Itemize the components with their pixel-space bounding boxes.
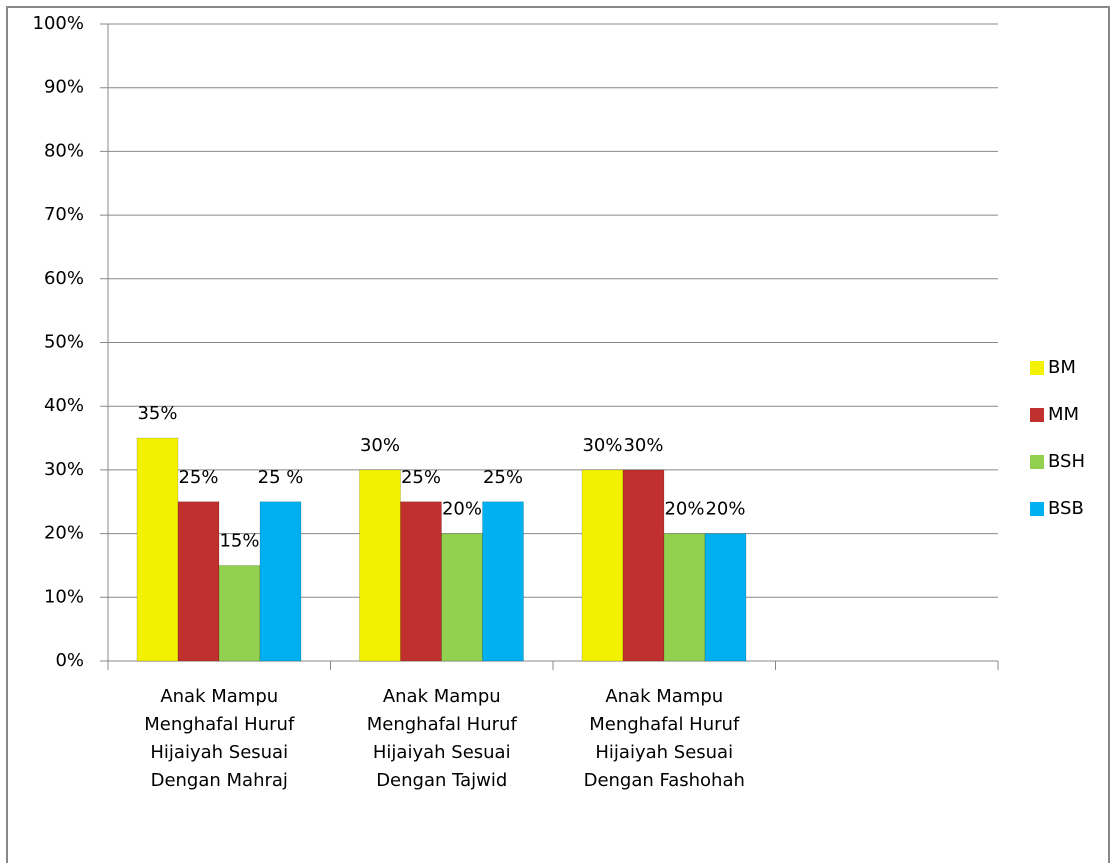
bar [359, 469, 401, 662]
y-tick-label: 60% [44, 268, 84, 289]
legend-label: BM [1048, 357, 1076, 378]
data-label: 25% [483, 467, 523, 488]
data-label: 35% [137, 403, 177, 424]
data-label: 30% [623, 435, 663, 456]
x-tick-label: Anak Mampu Menghafal Huruf Hijaiyah Sesu… [366, 686, 517, 791]
legend-label: BSB [1048, 498, 1084, 519]
x-tick-label-box: Anak Mampu Menghafal Huruf Hijaiyah Sesu… [583, 686, 745, 791]
bar [441, 533, 483, 662]
legend-label: BSH [1048, 451, 1085, 472]
legend-swatch [1030, 502, 1044, 516]
data-label: 25% [401, 467, 441, 488]
data-label: 20% [442, 499, 482, 520]
legend-label: MM [1048, 404, 1079, 425]
y-tick-label: 10% [44, 586, 84, 607]
bar [136, 437, 179, 662]
bar [400, 501, 442, 662]
y-tick-label: 0% [55, 650, 84, 671]
legend-swatch [1030, 455, 1044, 469]
x-tick-label-box: Anak Mampu Menghafal Huruf Hijaiyah Sesu… [144, 686, 295, 791]
bar [663, 533, 706, 662]
bar [704, 533, 747, 662]
legend-swatch [1030, 361, 1044, 375]
y-tick-label: 100% [33, 13, 84, 34]
bar [177, 501, 220, 662]
bar [218, 564, 261, 662]
chart-frame [6, 6, 1110, 863]
y-tick-label: 20% [44, 523, 84, 544]
data-label: 25 % [258, 467, 304, 488]
bar [482, 501, 524, 662]
legend-swatch [1030, 408, 1044, 422]
y-tick-label: 80% [44, 140, 84, 161]
data-label: 25% [178, 467, 218, 488]
bar [259, 501, 302, 662]
x-tick-label: Anak Mampu Menghafal Huruf Hijaiyah Sesu… [144, 686, 295, 791]
data-label: 30% [360, 435, 400, 456]
y-tick-label: 30% [44, 459, 84, 480]
data-label: 20% [705, 499, 745, 520]
data-label: 30% [582, 435, 622, 456]
y-tick-label: 90% [44, 77, 84, 98]
data-label: 20% [664, 499, 704, 520]
y-tick-label: 40% [44, 395, 84, 416]
data-label: 15% [219, 530, 259, 551]
y-tick-label: 70% [44, 204, 84, 225]
bar [581, 469, 624, 662]
x-tick-label: Anak Mampu Menghafal Huruf Hijaiyah Sesu… [583, 686, 745, 791]
y-tick-label: 50% [44, 332, 84, 353]
bar [622, 469, 665, 662]
x-tick-label-box: Anak Mampu Menghafal Huruf Hijaiyah Sesu… [366, 686, 517, 791]
